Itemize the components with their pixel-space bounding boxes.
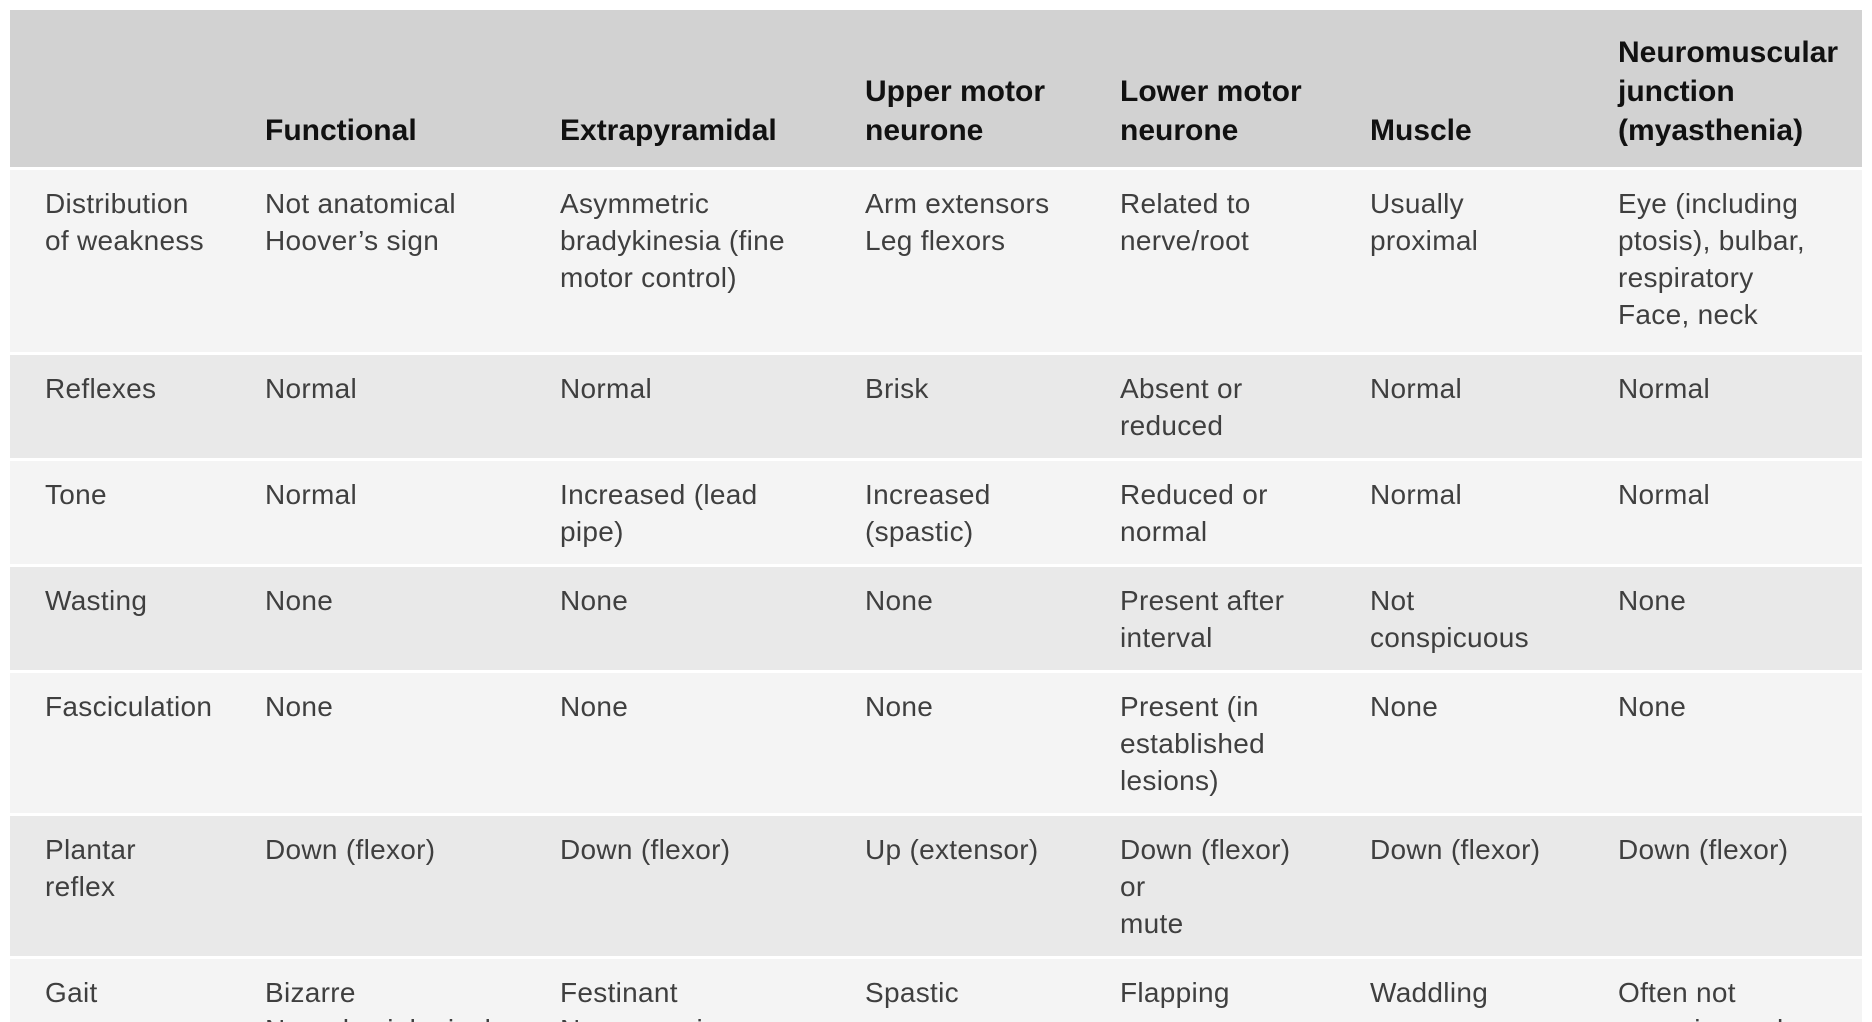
table-cell: Bizarre Non-physiological — [230, 959, 525, 1022]
table-row-reflexes: Reflexes Normal Normal Brisk Absent or r… — [10, 355, 1862, 461]
row-label-gait: Gait — [10, 959, 230, 1022]
header-row: Functional Extrapyramidal Upper motor ne… — [10, 10, 1862, 170]
table-cell: None — [230, 567, 525, 673]
table-cell: Down (flexor) — [230, 816, 525, 959]
table-cell: Absent or reduced — [1085, 355, 1335, 461]
table-cell: None — [1583, 567, 1862, 673]
table-cell: Related to nerve/root — [1085, 170, 1335, 355]
table-cell: Present after interval — [1085, 567, 1335, 673]
table-cell: Down (flexor) — [1583, 816, 1862, 959]
table-cell: None — [830, 673, 1085, 816]
table-cell: Waddling — [1335, 959, 1583, 1022]
header-cell-blank — [10, 10, 230, 170]
table-cell: Reduced or normal — [1085, 461, 1335, 567]
table-cell: Down (flexor) or mute — [1085, 816, 1335, 959]
table-cell: Normal — [230, 355, 525, 461]
table-cell: Normal — [230, 461, 525, 567]
table-cell: Eye (including ptosis), bulbar, respirat… — [1583, 170, 1862, 355]
row-label-reflexes: Reflexes — [10, 355, 230, 461]
table-cell: Increased (spastic) — [830, 461, 1085, 567]
table-cell: Down (flexor) — [525, 816, 830, 959]
header-cell-lower-motor-neurone: Lower motor neurone — [1085, 10, 1335, 170]
row-label-wasting: Wasting — [10, 567, 230, 673]
table-cell: Usually proximal — [1335, 170, 1583, 355]
table-cell: Down (flexor) — [1335, 816, 1583, 959]
table-cell: Not anatomical Hoover’s sign — [230, 170, 525, 355]
table-cell: None — [230, 673, 525, 816]
row-label-plantar-reflex: Plantar reflex — [10, 816, 230, 959]
table-cell: Normal — [525, 355, 830, 461]
table-cell: None — [525, 567, 830, 673]
table-cell: Arm extensors Leg flexors — [830, 170, 1085, 355]
header-cell-extrapyramidal: Extrapyramidal — [525, 10, 830, 170]
table-cell: Asymmetric bradykinesia (fine motor cont… — [525, 170, 830, 355]
row-label-distribution-of-weakness: Distribution of weakness — [10, 170, 230, 355]
header-cell-muscle: Muscle — [1335, 10, 1583, 170]
table-cell: Spastic — [830, 959, 1085, 1022]
table-row-plantar-reflex: Plantar reflex Down (flexor) Down (flexo… — [10, 816, 1862, 959]
table-cell: Not conspicuous — [1335, 567, 1583, 673]
row-label-tone: Tone — [10, 461, 230, 567]
table-cell: Increased (lead pipe) — [525, 461, 830, 567]
table-cell: Festinant No arm swing — [525, 959, 830, 1022]
table-cell: Normal — [1335, 355, 1583, 461]
table-cell: Up (extensor) — [830, 816, 1085, 959]
table-row-distribution-of-weakness: Distribution of weakness Not anatomical … — [10, 170, 1862, 355]
table-cell: None — [525, 673, 830, 816]
table-cell: Normal — [1583, 461, 1862, 567]
table-cell: None — [1335, 673, 1583, 816]
table-cell: Brisk — [830, 355, 1085, 461]
neuro-comparison-table: Functional Extrapyramidal Upper motor ne… — [10, 10, 1862, 1022]
header-cell-upper-motor-neurone: Upper motor neurone — [830, 10, 1085, 170]
table-cell: None — [830, 567, 1085, 673]
table-cell: Normal — [1335, 461, 1583, 567]
table-row-fasciculation: Fasciculation None None None Present (in… — [10, 673, 1862, 816]
table-row-gait: Gait Bizarre Non-physiological Festinant… — [10, 959, 1862, 1022]
table-cell: None — [1583, 673, 1862, 816]
table-cell: Present (in established lesions) — [1085, 673, 1335, 816]
header-cell-neuromuscular-junction: Neuromuscular junction (myasthenia) — [1583, 10, 1862, 170]
row-label-fasciculation: Fasciculation — [10, 673, 230, 816]
table-cell: Often not conspicuously abnormal — [1583, 959, 1862, 1022]
header-cell-functional: Functional — [230, 10, 525, 170]
table-cell: Normal — [1583, 355, 1862, 461]
table-row-tone: Tone Normal Increased (lead pipe) Increa… — [10, 461, 1862, 567]
table-row-wasting: Wasting None None None Present after int… — [10, 567, 1862, 673]
table-cell: Flapping — [1085, 959, 1335, 1022]
